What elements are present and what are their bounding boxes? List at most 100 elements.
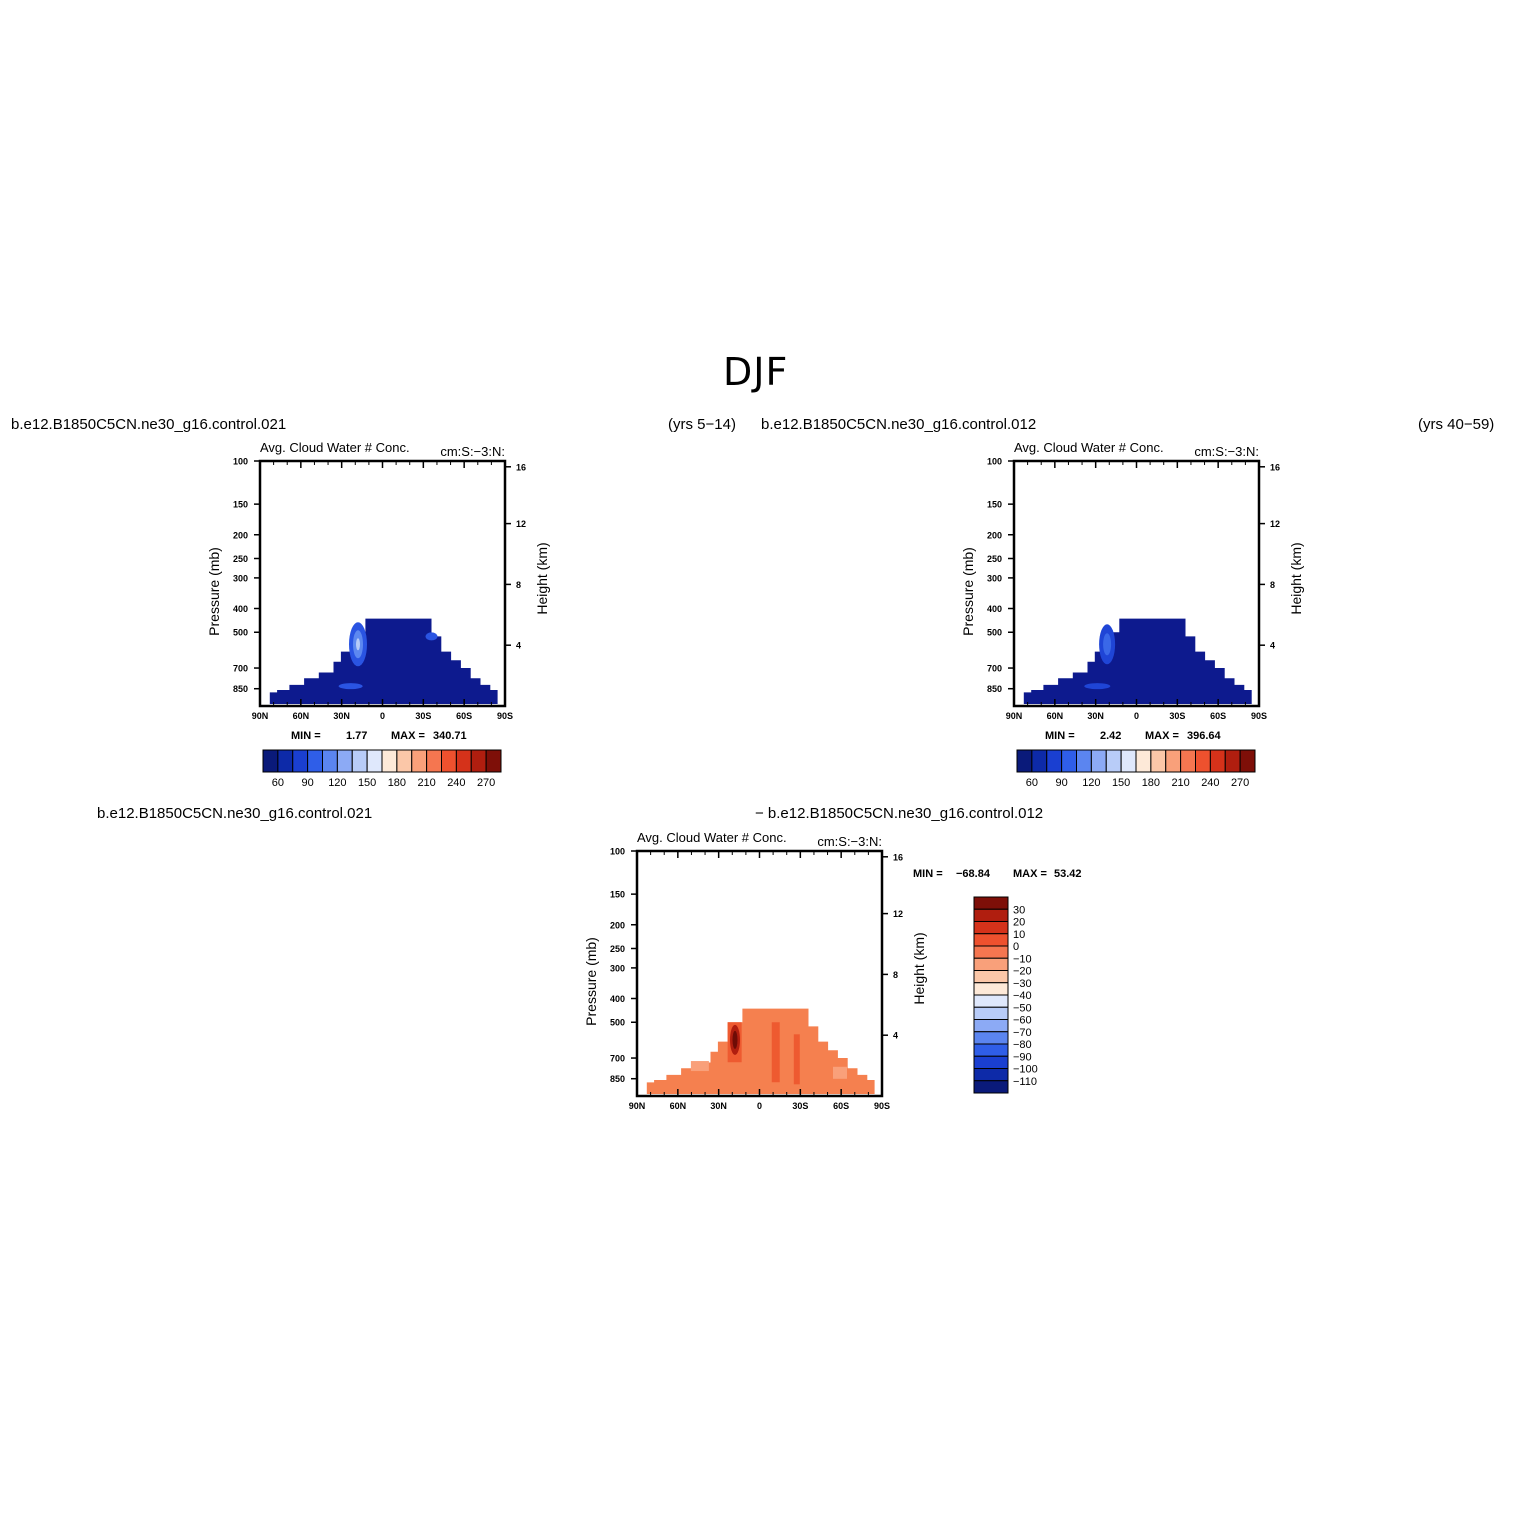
max-value: 396.64 [1187, 730, 1222, 742]
y-tick-label: 250 [610, 944, 625, 954]
y-right-tick-label: 8 [893, 970, 898, 980]
y-tick-label: 100 [987, 457, 1002, 467]
x-tick-label: 30S [1169, 711, 1185, 721]
data-feature [338, 683, 363, 690]
colorbar-box [1105, 749, 1122, 773]
top-left-case-label: b.e12.B1850C5CN.ne30_g16.control.021 [11, 416, 287, 433]
colorbar-label: −80 [1013, 1039, 1032, 1051]
colorbar-box [973, 982, 1009, 996]
x-tick-label: 60N [1047, 711, 1064, 721]
y-right-tick-label: 16 [1270, 462, 1280, 472]
x-tick-label: 90N [252, 711, 269, 721]
y-right-axis-title: Height (km) [911, 932, 927, 1004]
colorbar-box [1239, 749, 1256, 773]
y-axis-title: Pressure (mb) [960, 547, 976, 636]
colorbar-box [455, 749, 472, 773]
colorbar-box [973, 1031, 1009, 1045]
colorbar-box [973, 994, 1009, 1008]
plot-title-units: cm:S:−3:N: [817, 834, 882, 849]
y-tick-label: 700 [233, 664, 248, 674]
x-tick-label: 90S [874, 1101, 890, 1111]
y-tick-label: 700 [987, 664, 1002, 674]
colorbar-box [411, 749, 428, 773]
y-right-axis-title: Height (km) [534, 542, 550, 614]
data-feature [833, 1066, 847, 1079]
colorbar-label: 120 [1082, 777, 1100, 789]
colorbar-box [277, 749, 294, 773]
colorbar-label: 90 [302, 777, 314, 789]
colorbar-label: 30 [1013, 904, 1025, 916]
colorbar-label: −90 [1013, 1051, 1032, 1063]
colorbar-label: 270 [1231, 777, 1249, 789]
colorbar-label: 240 [1201, 777, 1219, 789]
data-feature [690, 1061, 709, 1072]
x-tick-label: 60S [456, 711, 472, 721]
data-field [269, 618, 498, 704]
colorbar-label: 60 [272, 777, 284, 789]
data-feature [1084, 683, 1111, 690]
y-tick-label: 200 [233, 530, 248, 540]
x-tick-label: 90S [1251, 711, 1267, 721]
colorbar-box [470, 749, 487, 773]
min-value: 2.42 [1100, 730, 1121, 742]
colorbar-box [973, 921, 1009, 935]
y-tick-label: 850 [233, 684, 248, 694]
colorbar-box [1224, 749, 1241, 773]
y-tick-label: 300 [987, 573, 1002, 583]
colorbar-label: −70 [1013, 1027, 1032, 1039]
colorbar-box [1209, 749, 1226, 773]
y-tick-label: 100 [610, 847, 625, 857]
y-tick-label: 500 [987, 628, 1002, 638]
y-tick-label: 850 [987, 684, 1002, 694]
data-field [1023, 618, 1252, 704]
data-feature [356, 638, 360, 651]
top-right-case-label: b.e12.B1850C5CN.ne30_g16.control.012 [761, 416, 1037, 433]
page-title: DJF [723, 350, 789, 394]
y-tick-label: 250 [233, 554, 248, 564]
y-tick-label: 200 [610, 920, 625, 930]
colorbar-box [973, 945, 1009, 959]
data-field [646, 1008, 875, 1094]
x-tick-label: 60N [670, 1101, 687, 1111]
data-feature [793, 1034, 800, 1085]
min-label: MIN = [291, 730, 321, 742]
plot-title-units: cm:S:−3:N: [1194, 444, 1259, 459]
min-value: 1.77 [346, 730, 367, 742]
y-tick-label: 850 [610, 1074, 625, 1084]
colorbar-box [973, 970, 1009, 984]
colorbar-box [973, 1080, 1009, 1094]
max-value: 53.42 [1054, 868, 1082, 880]
y-tick-label: 150 [610, 890, 625, 900]
colorbar-box [973, 1043, 1009, 1057]
y-tick-label: 250 [987, 554, 1002, 564]
y-tick-label: 400 [987, 604, 1002, 614]
colorbar-box [292, 749, 309, 773]
y-right-tick-label: 8 [516, 580, 521, 590]
colorbar-box [396, 749, 413, 773]
colorbar-label: 120 [328, 777, 346, 789]
min-label: MIN = [1045, 730, 1075, 742]
colorbar-label: 0 [1013, 941, 1019, 953]
colorbar-box [381, 749, 398, 773]
plot-title: Avg. Cloud Water # Conc. [260, 440, 410, 455]
colorbar-label: 210 [417, 777, 435, 789]
colorbar-box [973, 933, 1009, 947]
colorbar-box [973, 1019, 1009, 1033]
colorbar-box [262, 749, 279, 773]
x-tick-label: 90N [629, 1101, 646, 1111]
colorbar-box [973, 1055, 1009, 1069]
colorbar-box [1031, 749, 1048, 773]
x-tick-label: 90S [497, 711, 513, 721]
y-right-tick-label: 12 [893, 909, 903, 919]
colorbar-label: 150 [1112, 777, 1130, 789]
min-value: −68.84 [956, 868, 991, 880]
x-tick-label: 30S [792, 1101, 808, 1111]
plot-title: Avg. Cloud Water # Conc. [1014, 440, 1164, 455]
y-right-tick-label: 4 [893, 1031, 898, 1041]
colorbar-box [973, 957, 1009, 971]
data-feature [771, 1022, 780, 1083]
colorbar-label: −110 [1013, 1076, 1037, 1088]
colorbar-label: −50 [1013, 1002, 1032, 1014]
colorbar-label: −30 [1013, 978, 1032, 990]
colorbar-box [973, 896, 1009, 910]
